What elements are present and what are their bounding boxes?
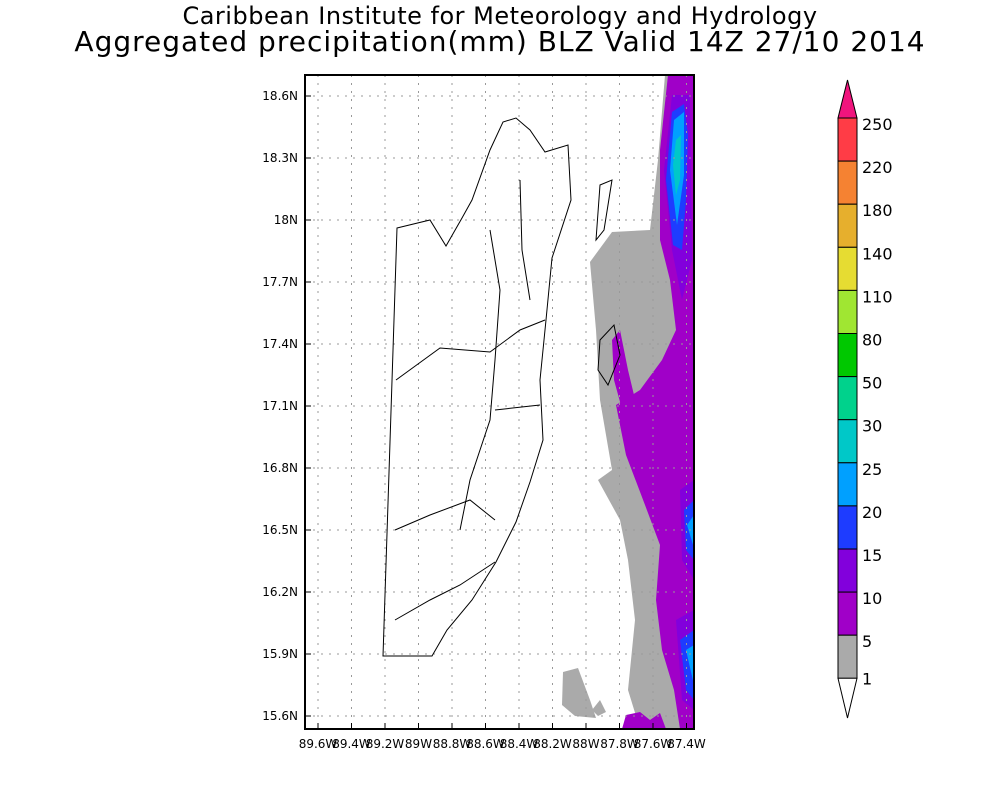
colorbar-swatch <box>837 333 858 378</box>
lat-tick-label: 18N <box>274 213 298 227</box>
axis-ticks: 18.6N 18.3N 18N 17.7N 17.4N 17.1N 16.8N 16.5N 16… <box>262 89 706 751</box>
colorbar-label: 250 <box>862 115 893 134</box>
lat-tick-label: 16.2N <box>262 585 298 599</box>
colorbar-label: 220 <box>862 158 893 177</box>
lat-tick-label: 15.6N <box>262 709 298 723</box>
lon-tick-label: 89.6W <box>299 737 338 751</box>
lon-tick-label: 88W <box>572 737 599 751</box>
colorbar-under-triangle <box>837 677 858 719</box>
colorbar-over-triangle <box>837 79 858 119</box>
colorbar-label: 10 <box>862 589 882 608</box>
colorbar-label: 20 <box>862 503 882 522</box>
precip-gray-blob <box>562 668 596 718</box>
colorbar-swatch <box>837 462 858 507</box>
colorbar-label: 5 <box>862 632 872 651</box>
colorbar-label: 180 <box>862 201 893 220</box>
lon-tick-label: 88.2W <box>533 737 572 751</box>
colorbar-swatch <box>837 246 858 291</box>
map-frame <box>304 74 695 730</box>
graticule <box>305 75 694 729</box>
colorbar-label: 30 <box>862 417 882 436</box>
lat-tick-label: 18.6N <box>262 89 298 103</box>
lon-tick-label: 87.4W <box>667 737 706 751</box>
colorbar-label: 110 <box>862 287 893 306</box>
lat-tick-label: 16.8N <box>262 461 298 475</box>
precip-field <box>562 75 694 729</box>
colorbar-swatch <box>837 117 858 162</box>
title-product: Aggregated precipitation(mm) BLZ Valid 1… <box>74 25 926 58</box>
lat-tick-label: 17.4N <box>262 337 298 351</box>
lon-tick-label: 87.6W <box>634 737 673 751</box>
colorbar-label: 25 <box>862 460 882 479</box>
lat-tick-label: 18.3N <box>262 151 298 165</box>
colorbar-swatch <box>837 634 858 679</box>
lon-tick-label: 88.8W <box>433 737 472 751</box>
colorbar-swatch <box>837 419 858 464</box>
colorbar-swatch <box>837 203 858 248</box>
lat-tick-label: 17.1N <box>262 399 298 413</box>
colorbar-swatch <box>837 376 858 421</box>
title-institute: Caribbean Institute for Meteorology and … <box>182 2 818 30</box>
colorbar-label: 80 <box>862 331 882 350</box>
colorbar-label: 15 <box>862 546 882 565</box>
precip-cyan <box>673 135 681 195</box>
colorbar-swatch <box>837 505 858 550</box>
colorbar-label: 140 <box>862 244 893 263</box>
colorbar-label: 50 <box>862 374 882 393</box>
lon-tick-label: 88.4W <box>500 737 539 751</box>
lon-tick-label: 87.8W <box>600 737 639 751</box>
colorbar-swatch <box>837 548 858 593</box>
lat-tick-label: 16.5N <box>262 523 298 537</box>
lon-tick-label: 89.2W <box>366 737 405 751</box>
belize-outline <box>382 117 621 657</box>
colorbar-swatch <box>837 289 858 334</box>
lon-tick-label: 89W <box>405 737 432 751</box>
lat-tick-label: 17.7N <box>262 275 298 289</box>
precip-lightblue3 <box>686 645 694 685</box>
colorbar-swatch <box>837 591 858 636</box>
lon-tick-label: 88.6W <box>466 737 505 751</box>
lat-tick-label: 15.9N <box>262 647 298 661</box>
colorbar-label: 1 <box>862 669 872 688</box>
precip-purple-strip <box>612 330 650 455</box>
precip-gray-blob2 <box>592 700 606 716</box>
colorbar-swatch <box>837 160 858 205</box>
colorbar: 250 220 180 140 110 80 50 30 25 20 15 10 5 1 <box>837 79 893 719</box>
lon-tick-label: 89.4W <box>332 737 371 751</box>
precip-lightblue2 <box>687 515 694 548</box>
